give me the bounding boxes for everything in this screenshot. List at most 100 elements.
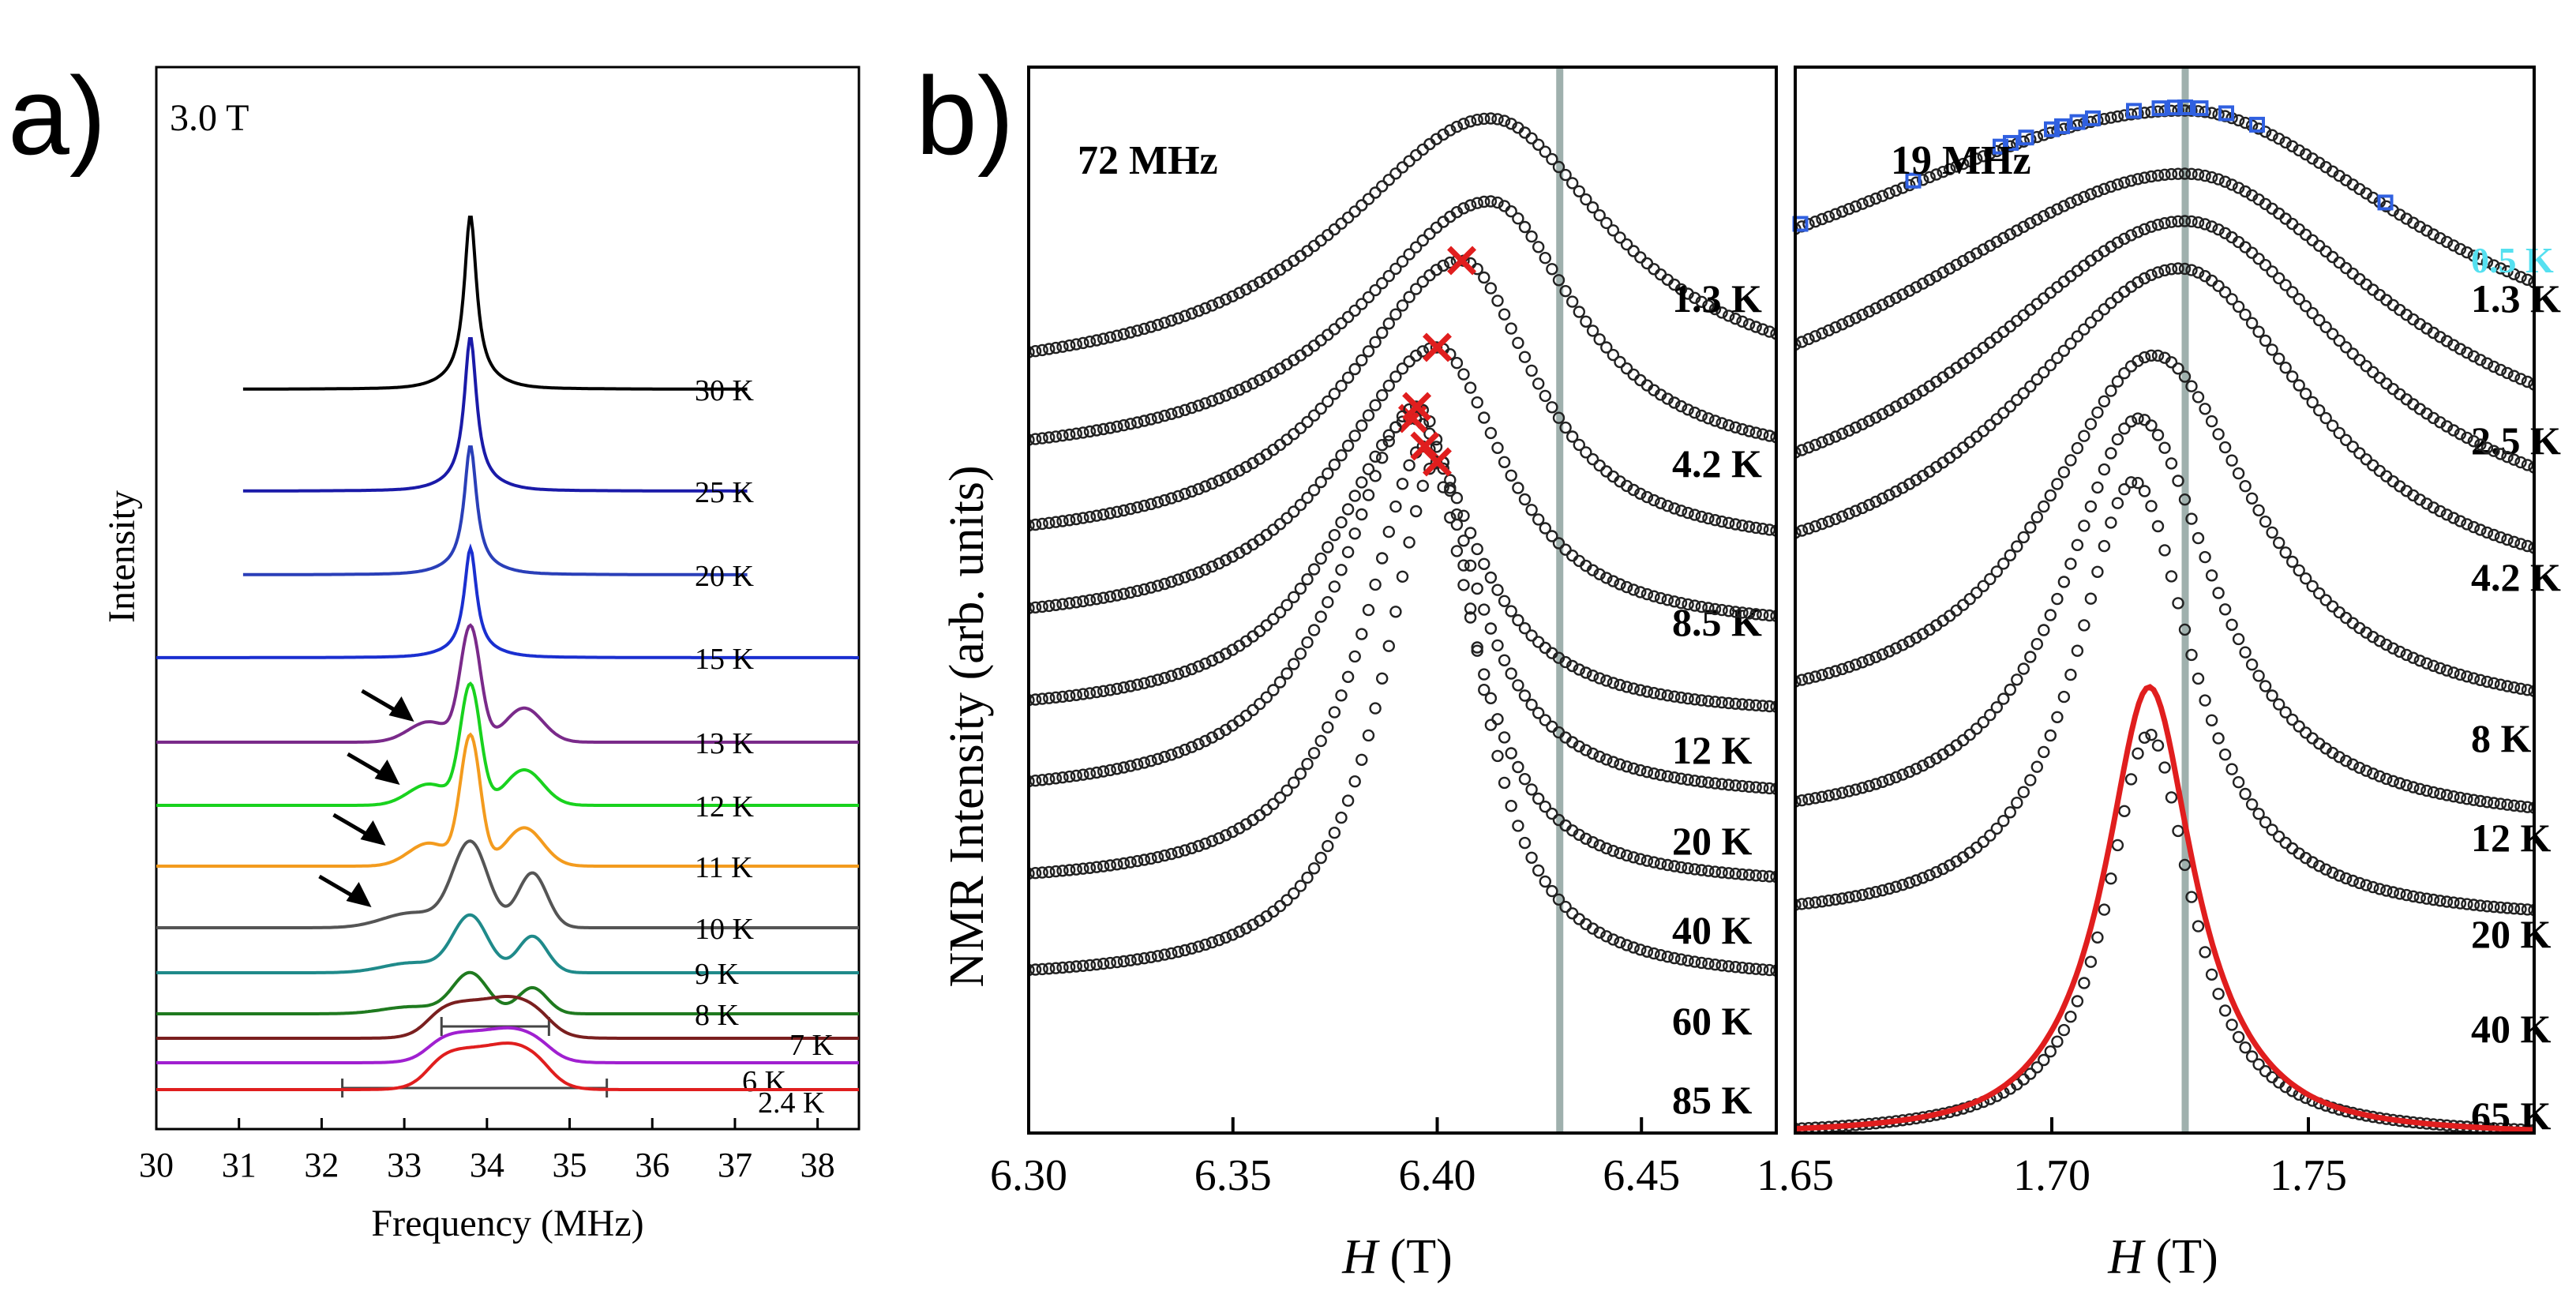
panel-b-left-point [1348, 650, 1361, 663]
panel-b-left-point [1335, 516, 1348, 529]
panel-b-right-point [2118, 805, 2131, 818]
panel-b-right-point [2346, 267, 2360, 280]
panel-b-right-point [1984, 572, 1997, 586]
panel-b-right-point [2011, 314, 2023, 328]
panel-b-right-point [2192, 216, 2205, 229]
panel-b-right-point [1802, 672, 1815, 685]
panel-b-left-point [1049, 962, 1063, 974]
panel-b-left-point [1158, 577, 1171, 591]
panel-b-right-point [2346, 874, 2360, 887]
panel-b-right-point [1829, 321, 1842, 334]
panel-b-right: 1.3 K2.5 K4.2 K8 K12 K20 K40 K65 K0.5 K … [1757, 66, 2561, 1284]
panel-b-right-point [2124, 174, 2138, 187]
panel-b-left-point [1546, 152, 1558, 166]
panel-b-left-point [1307, 563, 1321, 576]
panel-b-left-point [1172, 846, 1185, 859]
panel-b-right-point [2105, 297, 2117, 310]
panel-b-left-point [1172, 573, 1185, 586]
panel-b-left-point [1396, 255, 1409, 268]
panel-b-left-point [1355, 199, 1368, 212]
panel-b-left-series-label-20-k: 20 K [1672, 819, 1753, 863]
panel-b-left-point [1090, 334, 1103, 347]
panel-b-right-point [2218, 175, 2232, 188]
panel-b-right-point [2185, 264, 2198, 276]
panel-b-left-point [1620, 760, 1633, 773]
panel-b-right-extra-marker [2126, 103, 2142, 119]
panel-b-left-point [1151, 496, 1164, 508]
panel-b-left-point [1742, 425, 1756, 437]
panel-b-left-point [1185, 662, 1198, 676]
panel-b-left-point [1029, 345, 1042, 358]
panel-b-right-point [2172, 215, 2184, 227]
panel-b-left-point [1314, 734, 1327, 748]
panel-b-left-point [1674, 772, 1688, 785]
panel-b-right-point [2172, 262, 2184, 275]
panel-b-right-point [2145, 268, 2158, 281]
panel-b-right-point [2319, 411, 2332, 425]
panel-b-right-point [2306, 396, 2319, 409]
panel-b-left-point [1267, 797, 1280, 810]
panel-b-left-series-label-40-k: 40 K [1672, 908, 1753, 952]
panel-b-left-point [1518, 689, 1532, 702]
panel-b-right-point [2501, 451, 2514, 463]
panel-b-right-point [2111, 291, 2124, 304]
panel-b-left-point [1185, 568, 1198, 581]
panel-b-left-point [1036, 517, 1048, 531]
panel-b-left-point [1736, 698, 1749, 711]
panel-b-left-point [1396, 478, 1409, 490]
panel-b-left-point [1648, 856, 1660, 869]
panel-b-right-point [1795, 338, 1802, 351]
panel-b-left-point [1539, 145, 1552, 158]
panel-b-left-point [1648, 767, 1660, 780]
panel-b-left-point [1702, 412, 1715, 425]
panel-b-right-point [2501, 533, 2514, 546]
panel-b-left-point [1335, 811, 1348, 824]
panel-b-left-point [1742, 607, 1756, 620]
panel-b-right-point [2124, 229, 2138, 242]
panel-b-left-point [1749, 869, 1762, 882]
panel-b-left-point [1049, 865, 1063, 878]
panel-b-right-point [2199, 106, 2211, 118]
panel-b-right-point [1990, 235, 2004, 248]
panel-a-series-label-13-k: 13 K [695, 727, 755, 760]
panel-b-right-point [2507, 902, 2521, 915]
panel-b-right-point [2252, 670, 2265, 682]
panel-b-left-point [1498, 308, 1511, 321]
panel-b-right-point [2400, 888, 2413, 902]
panel-b-left-point [1369, 578, 1382, 591]
panel-b-left-x-axis: 6.30 6.35 6.40 6.45 [990, 1117, 1680, 1200]
panel-b-left-point [1131, 325, 1144, 337]
panel-b-left-point [1403, 459, 1415, 471]
panel-b-right-point [2192, 391, 2205, 403]
panel-b-left-point [1097, 508, 1110, 521]
panel-b-right-extra-label: 0.5 K [2471, 240, 2554, 280]
panel-b-left-point [1063, 428, 1076, 441]
panel-b-left-curve-4-2-k [1029, 195, 1776, 446]
panel-b-left-point [1620, 939, 1633, 951]
panel-b-right-extra-marker [2003, 134, 2019, 151]
panel-b-right-extra-marker [2151, 100, 2168, 117]
panel-b-right-point [2272, 352, 2285, 365]
panel-a-spectrum-8-k [156, 970, 859, 1015]
panel-b-right-point [1997, 692, 2010, 705]
panel-b-right-point [1883, 882, 1895, 895]
panel-b-right-point [1869, 651, 1882, 663]
panel-b-left-point [1165, 314, 1178, 327]
panel-b-right-point [2488, 797, 2500, 809]
panel-a-series-label-15-k: 15 K [695, 643, 755, 676]
panel-b-left-point [1688, 508, 1701, 521]
panel-b-right-point [1856, 501, 1869, 515]
panel-b-left-point [1375, 180, 1389, 193]
panel-b-left-point [1729, 960, 1742, 974]
panel-b-right-point [2199, 946, 2211, 959]
panel-b-right-point [1816, 895, 1828, 908]
panel-b-right-point [2225, 618, 2238, 631]
panel-b-left-point [1546, 401, 1558, 414]
panel-b-left-point [1077, 959, 1089, 973]
panel-b-left-point [1620, 238, 1633, 251]
panel-b-left-point [1593, 750, 1606, 763]
panel-b-right-point [2205, 220, 2218, 233]
panel-a-xlabel: Frequency (MHz) [371, 1203, 643, 1244]
panel-b-right-point [2514, 902, 2527, 916]
panel-b-left-point [1070, 427, 1083, 440]
